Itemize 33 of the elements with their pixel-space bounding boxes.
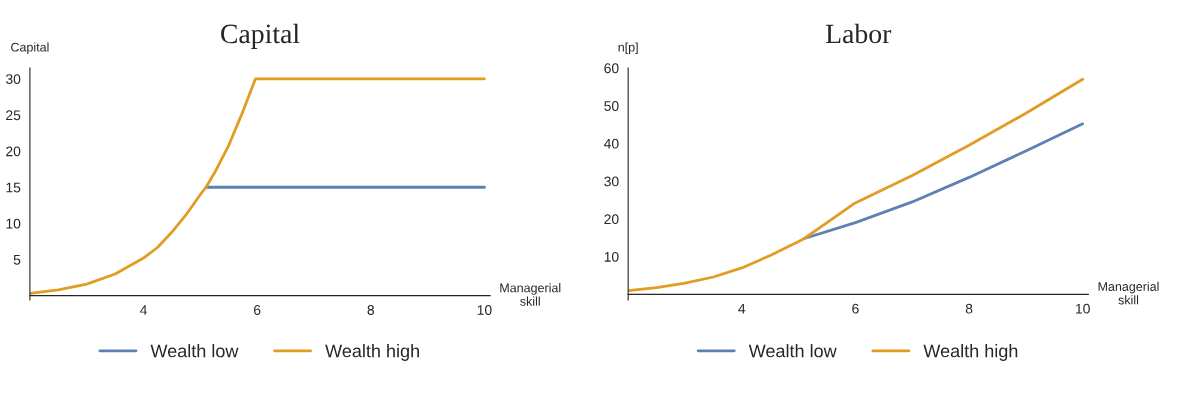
x-axis-title: Managerial skill [500, 283, 561, 306]
chart-title: Labor [825, 23, 892, 44]
x-tick-label: 8 [367, 305, 375, 315]
x-axis-title: Managerial skill [1098, 281, 1159, 305]
y-tick-label: 5 [13, 255, 21, 265]
y-tick-label: 10 [604, 251, 619, 262]
y-tick-label: 15 [6, 182, 21, 193]
x-tick-label: 6 [254, 305, 261, 315]
y-tick-label: 60 [604, 63, 619, 74]
y-tick-label: 20 [6, 146, 21, 157]
y-axis-title: Capital [11, 42, 49, 55]
y-axis-title: n[p] [618, 42, 638, 55]
line-series [29, 77, 486, 295]
line-series [802, 122, 1085, 240]
y-tick-label: 10 [6, 218, 21, 229]
x-tick-label: 4 [139, 305, 147, 315]
legend-label: Wealth low [150, 344, 239, 358]
x-tick-label: 6 [852, 303, 859, 314]
line-series [628, 77, 1085, 292]
y-tick-label: 50 [604, 101, 619, 111]
y-tick-label: 30 [604, 176, 619, 187]
x-tick-label: 8 [965, 303, 973, 314]
x-tick-label: 4 [738, 303, 746, 314]
legend-label: Wealth high [325, 344, 419, 361]
legend-label: Wealth high [923, 344, 1018, 361]
y-tick-label: 25 [6, 110, 21, 121]
legend-label: Wealth low [748, 344, 837, 358]
y-tick-label: 30 [5, 74, 21, 85]
chart-title: Capital [221, 23, 300, 49]
y-tick-label: 20 [604, 214, 619, 225]
y-tick-label: 40 [604, 138, 619, 149]
x-tick-label: 10 [477, 305, 492, 315]
x-tick-label: 10 [1076, 303, 1090, 314]
